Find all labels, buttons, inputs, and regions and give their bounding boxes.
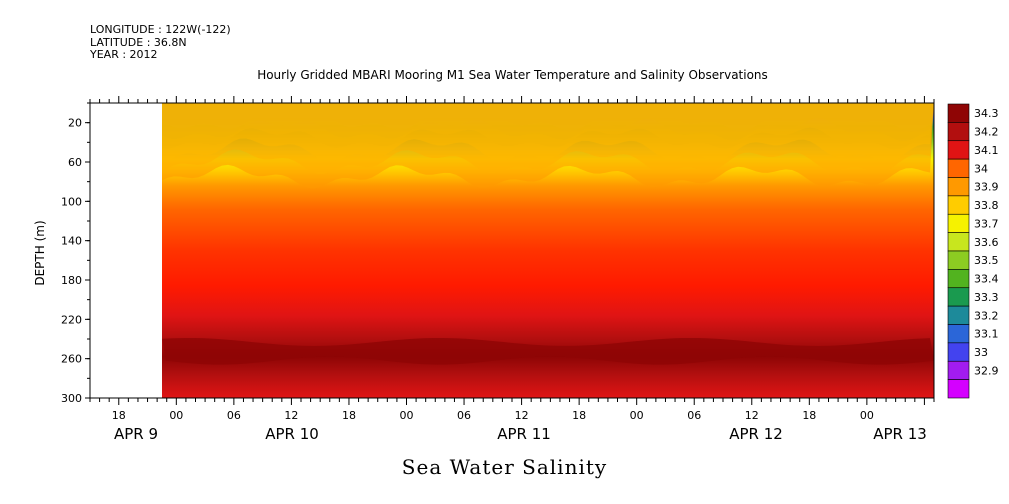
y-tick-label: 140	[61, 235, 82, 248]
x-hour-label: 06	[457, 409, 471, 422]
colorbar: 34.3 34.2 34.1 34 33.9 33.8 33.7 33.6 33.5 33.4 33…	[947, 103, 999, 399]
x-axis-label: Sea Water Salinity	[401, 455, 608, 479]
y-tick-label: 60	[68, 156, 82, 169]
y-tick-label: 180	[61, 274, 82, 287]
x-hour-label: 06	[227, 409, 241, 422]
latitude-label: LATITUDE : 36.8N	[90, 35, 187, 49]
deep-salinity-band	[162, 337, 934, 365]
colorbar-label: 34.2	[974, 126, 999, 139]
x-day-label: APR 13	[873, 425, 927, 443]
x-day-label: APR 12	[729, 425, 783, 443]
colorbar-label: 32.9	[974, 364, 999, 377]
colorbar-label: 33.7	[974, 217, 999, 230]
y-tick-label: 100	[61, 195, 82, 208]
colorbar-label: 34.3	[974, 107, 999, 120]
y-tick-label: 300	[61, 392, 82, 405]
x-hour-label: 12	[745, 409, 759, 422]
x-hour-label: 06	[687, 409, 701, 422]
colorbar-swatch	[947, 250, 970, 270]
x-hour-label: 00	[169, 409, 183, 422]
x-hour-label: 00	[630, 409, 644, 422]
x-hour-label: 18	[572, 409, 586, 422]
colorbar-swatch	[947, 342, 970, 362]
x-day-label: APR 11	[497, 425, 551, 443]
colorbar-swatch	[947, 122, 970, 142]
colorbar-label: 33.1	[974, 328, 999, 341]
colorbar-label: 33.6	[974, 236, 999, 249]
year-label: YEAR : 2012	[90, 48, 158, 61]
colorbar-label: 33.4	[974, 273, 999, 286]
colorbar-swatch	[947, 287, 970, 307]
colorbar-label: 33.3	[974, 291, 999, 304]
y-tick-label: 260	[61, 353, 82, 366]
x-hour-label: 18	[112, 409, 126, 422]
chart-title: Hourly Gridded MBARI Mooring M1 Sea Wate…	[257, 68, 768, 82]
colorbar-swatch	[947, 195, 970, 215]
colorbar-swatch	[947, 177, 970, 197]
colorbar-swatch	[947, 213, 970, 233]
plot-area	[162, 103, 934, 398]
colorbar-label: 34	[974, 162, 988, 175]
colorbar-swatch	[947, 379, 970, 399]
x-hour-label: 12	[515, 409, 529, 422]
colorbar-label: 33.8	[974, 199, 999, 212]
x-hour-label: 18	[342, 409, 356, 422]
colorbar-swatch	[947, 269, 970, 289]
x-hour-label: 12	[284, 409, 298, 422]
x-day-label: APR 9	[114, 425, 158, 443]
colorbar-swatch	[947, 140, 970, 160]
colorbar-swatch	[947, 103, 970, 123]
x-day-label: APR 10	[265, 425, 319, 443]
colorbar-label: 33.5	[974, 254, 999, 267]
x-hour-label: 18	[802, 409, 816, 422]
y-tick-label: 220	[61, 313, 82, 326]
colorbar-swatch	[947, 158, 970, 178]
colorbar-swatch	[947, 232, 970, 252]
colorbar-label: 34.1	[974, 144, 999, 157]
colorbar-label: 33	[974, 346, 988, 359]
longitude-label: LONGITUDE : 122W(-122)	[90, 23, 231, 36]
colorbar-label: 33.2	[974, 309, 999, 322]
x-hour-label: 00	[400, 409, 414, 422]
y-axis-label: DEPTH (m)	[33, 220, 47, 286]
axes: 20 60 100 140 180 220 260 300 18 00 06 12 18 00 06 12 18…	[61, 96, 935, 443]
colorbar-swatch	[947, 360, 970, 380]
y-tick-label: 20	[68, 117, 82, 130]
colorbar-swatch	[947, 305, 970, 325]
metadata-block: LONGITUDE : 122W(-122) LATITUDE : 36.8N …	[90, 23, 231, 62]
colorbar-swatch	[947, 324, 970, 344]
colorbar-label: 33.9	[974, 181, 999, 194]
x-hour-label: 00	[860, 409, 874, 422]
surface-contour-band	[162, 103, 934, 189]
